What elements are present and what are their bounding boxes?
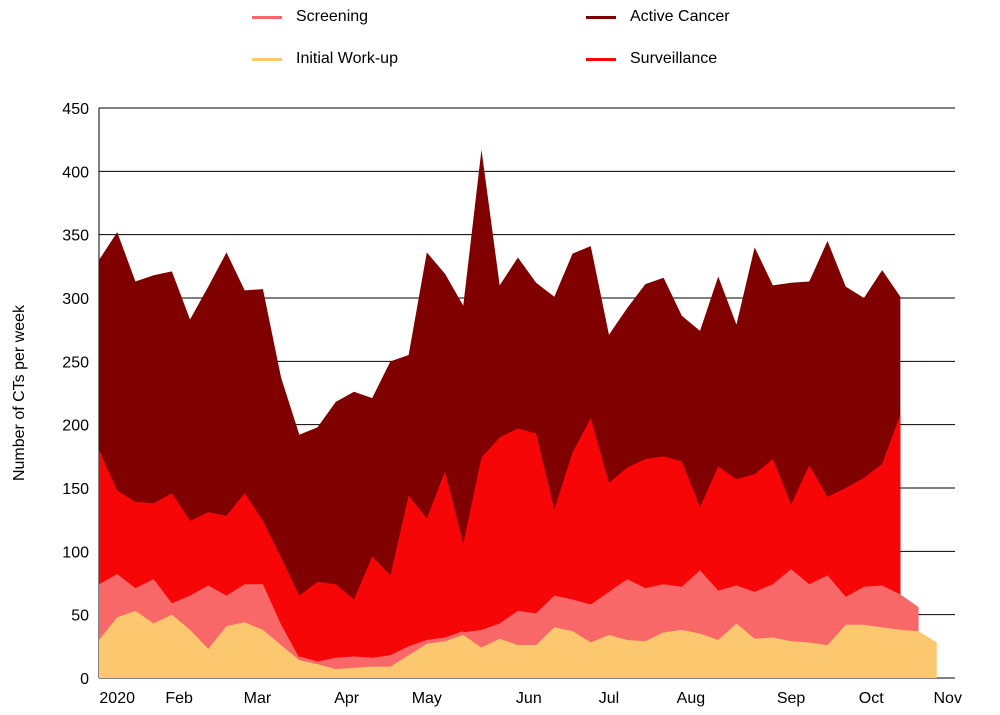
x-tick-apr: Apr	[334, 690, 360, 707]
y-axis-title: Number of CTs per week	[11, 304, 28, 481]
x-tick-nov: Nov	[933, 690, 961, 707]
legend-item-active-cancer: Active Cancer	[586, 6, 730, 28]
y-tick-300: 300	[62, 291, 89, 308]
legend-swatch-active-cancer	[586, 15, 616, 19]
y-tick-350: 350	[62, 228, 89, 245]
legend-label-surveillance: Surveillance	[630, 50, 718, 67]
series-lines	[299, 631, 464, 665]
y-tick-labels: 0 50 100 150 200 250 300 350 400 450	[62, 101, 89, 688]
x-tick-may: May	[412, 690, 442, 707]
y-tick-0: 0	[80, 671, 89, 688]
legend-swatch-initial-work-up	[252, 57, 282, 61]
stacked-areas	[99, 149, 937, 679]
legend-item-surveillance: Surveillance	[586, 48, 717, 70]
legend-label-initial-work-up: Initial Work-up	[296, 50, 398, 67]
legend-swatch-screening	[252, 15, 282, 19]
x-tick-oct: Oct	[859, 690, 884, 707]
y-tick-400: 400	[62, 164, 89, 181]
x-tick-jun: Jun	[516, 690, 542, 707]
x-tick-feb: Feb	[165, 690, 193, 707]
legend-label-active-cancer: Active Cancer	[630, 8, 730, 25]
legend-swatch-surveillance	[586, 57, 616, 61]
y-tick-150: 150	[62, 481, 89, 498]
y-tick-450: 450	[62, 101, 89, 118]
x-tick-mar: Mar	[244, 690, 272, 707]
y-tick-100: 100	[62, 544, 89, 561]
x-tick-aug: Aug	[677, 690, 705, 707]
x-tick-2020: 2020	[99, 690, 135, 707]
x-tick-sep: Sep	[777, 690, 806, 707]
legend-label-screening: Screening	[296, 8, 369, 25]
x-tick-jul: Jul	[599, 690, 619, 707]
area-initial-work-up	[99, 610, 937, 678]
legend-item-screening: Screening	[252, 6, 368, 28]
legend-item-initial-work-up: Initial Work-up	[252, 48, 398, 70]
screening-boundary-line	[299, 631, 464, 665]
y-tick-200: 200	[62, 418, 89, 435]
y-tick-250: 250	[62, 354, 89, 371]
y-tick-50: 50	[71, 608, 89, 625]
x-tick-labels: 2020 Feb Mar Apr May Jun Jul Aug Sep Oct Nov	[99, 690, 962, 707]
